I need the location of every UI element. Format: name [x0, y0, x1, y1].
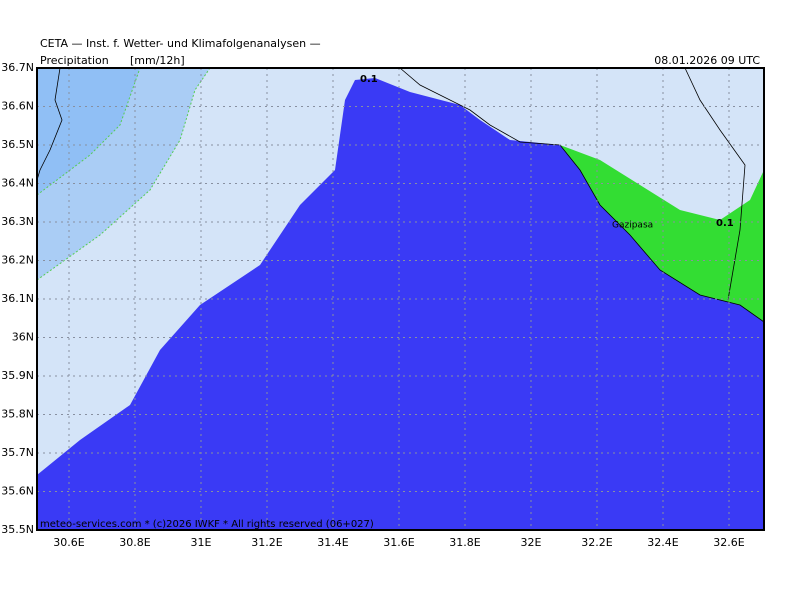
- lon-label: 32E: [521, 536, 542, 549]
- lat-label: 36.5N: [1, 138, 34, 151]
- lon-label: 32.6E: [713, 536, 744, 549]
- lon-label: 31.6E: [383, 536, 414, 549]
- header-title: CETA — Inst. f. Wetter- und Klimafolgena…: [40, 37, 321, 50]
- lat-label: 35.8N: [1, 408, 34, 421]
- lat-label: 36N: [12, 331, 34, 344]
- precip-region: [560, 145, 764, 322]
- variable: Precipitation: [40, 54, 109, 67]
- contour-label: 0.1: [716, 218, 734, 229]
- footer: meteo-services.com * (c)2026 IWKF * All …: [40, 519, 374, 530]
- lat-label: 35.5N: [1, 523, 34, 536]
- lon-label: 31.2E: [251, 536, 282, 549]
- valid-time: 08.01.2026 09 UTC: [654, 54, 760, 67]
- lon-label: 31E: [191, 536, 212, 549]
- lat-label: 35.9N: [1, 369, 34, 382]
- lon-label: 30.8E: [119, 536, 150, 549]
- unit: [mm/12h]: [130, 54, 185, 67]
- lat-label: 35.6N: [1, 485, 34, 498]
- lat-label: 36.6N: [1, 100, 34, 113]
- lon-label: 31.4E: [317, 536, 348, 549]
- lon-label: 30.6E: [53, 536, 84, 549]
- lat-label: 36.3N: [1, 215, 34, 228]
- lon-label: 31.8E: [449, 536, 480, 549]
- lon-label: 32.2E: [581, 536, 612, 549]
- map-frame: [36, 67, 765, 531]
- precip-region: [37, 78, 764, 530]
- lon-label: 32.4E: [647, 536, 678, 549]
- coastline: [399, 67, 765, 323]
- contour-label: 0.1: [360, 74, 378, 85]
- lat-label: 36.7N: [1, 61, 34, 74]
- place-label: Gazipasa: [612, 221, 653, 231]
- lat-label: 36.1N: [1, 292, 34, 305]
- lat-label: 35.7N: [1, 446, 34, 459]
- lat-label: 36.2N: [1, 254, 34, 267]
- lat-label: 36.4N: [1, 177, 34, 190]
- coastline: [36, 67, 63, 181]
- border: [684, 67, 746, 301]
